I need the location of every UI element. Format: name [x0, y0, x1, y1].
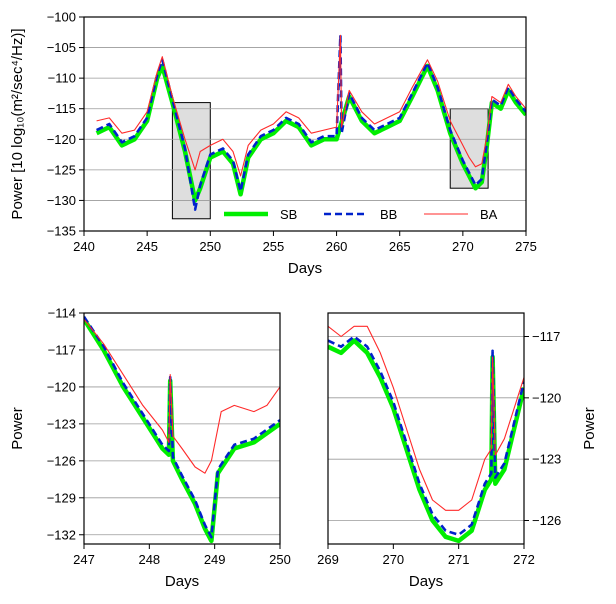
- y-tick-label: −117: [48, 342, 76, 357]
- y-tick-label: −120: [532, 390, 561, 405]
- y-tick-label: −126: [532, 513, 561, 528]
- x-tick-label: 271: [448, 552, 470, 567]
- x-tick-label: 260: [326, 239, 348, 254]
- x-tick-label: 245: [136, 239, 158, 254]
- series-group: [84, 315, 280, 544]
- x-tick-label: 255: [263, 239, 285, 254]
- legend-label-sb: SB: [280, 207, 297, 222]
- y-tick-label: −120: [47, 379, 76, 394]
- plot-frame: [327, 312, 525, 545]
- x-tick-label: 272: [513, 552, 535, 567]
- y-tick-label: −100: [47, 10, 76, 25]
- x-tick-label: 270: [382, 552, 404, 567]
- plot-frame: [83, 312, 281, 545]
- panel-bottom-right: −117 −120 −123 −126 269 270 271 272 Days Power: [317, 312, 598, 590]
- plot-frame: [83, 16, 527, 232]
- y-tick-label: −115: [48, 101, 76, 116]
- y-axis-label: Power: [9, 407, 26, 450]
- x-tick-label: 270: [452, 239, 474, 254]
- legend: SB BB BA: [224, 207, 498, 222]
- legend-label-bb: BB: [380, 207, 397, 222]
- y-tick-label: −130: [47, 193, 76, 208]
- series-line-bb: [96, 33, 526, 211]
- series-group: [95, 33, 526, 211]
- series-line-ba: [84, 318, 280, 474]
- x-tick-label: 249: [204, 552, 226, 567]
- y-tick-label: −135: [47, 224, 76, 239]
- y-tick-label: −110: [48, 71, 76, 86]
- legend-label-ba: BA: [480, 207, 498, 222]
- y-tick-label: −126: [47, 453, 76, 468]
- y-axis-label: Power [10 log₁₀(m²/sec⁴/Hz)]: [9, 28, 26, 219]
- x-axis-label: Days: [288, 260, 322, 277]
- series-line-sb: [84, 317, 280, 544]
- x-tick-label: 240: [73, 239, 95, 254]
- panel-bottom-left: −114 −117 −120 −123 −126 −129 −132 247 248 249 250…: [9, 306, 291, 591]
- x-axis-label: Days: [165, 573, 199, 590]
- series-line-ba: [328, 325, 524, 511]
- x-tick-label: 247: [73, 552, 95, 567]
- series-line-bb: [328, 335, 524, 537]
- series-line-ba: [96, 34, 526, 177]
- y-tick-label: −125: [47, 162, 76, 177]
- x-tick-label: 250: [199, 239, 221, 254]
- y-tick-label: −123: [47, 416, 76, 431]
- y-tick-label: −129: [47, 490, 76, 505]
- series-group: [328, 325, 524, 544]
- x-tick-label: 275: [515, 239, 537, 254]
- y-tick-label: −105: [47, 40, 76, 55]
- x-axis-label: Days: [409, 573, 443, 590]
- y-tick-label: −114: [48, 306, 76, 321]
- x-tick-label: 269: [317, 552, 339, 567]
- y-tick-label: −123: [532, 452, 561, 467]
- x-tick-label: 250: [269, 552, 291, 567]
- y-tick-label: −120: [47, 132, 76, 147]
- x-tick-label: 248: [138, 552, 160, 567]
- series-line-sb: [328, 338, 524, 544]
- panel-top: −135 −130 −125 −120 −115 −110 −105 −100 240 245 25…: [9, 10, 537, 278]
- y-tick-label: −132: [47, 527, 76, 542]
- x-tick-label: 265: [389, 239, 411, 254]
- y-axis-label: Power: [581, 407, 598, 450]
- series-line-bb: [84, 315, 280, 539]
- y-tick-label: −117: [532, 329, 560, 344]
